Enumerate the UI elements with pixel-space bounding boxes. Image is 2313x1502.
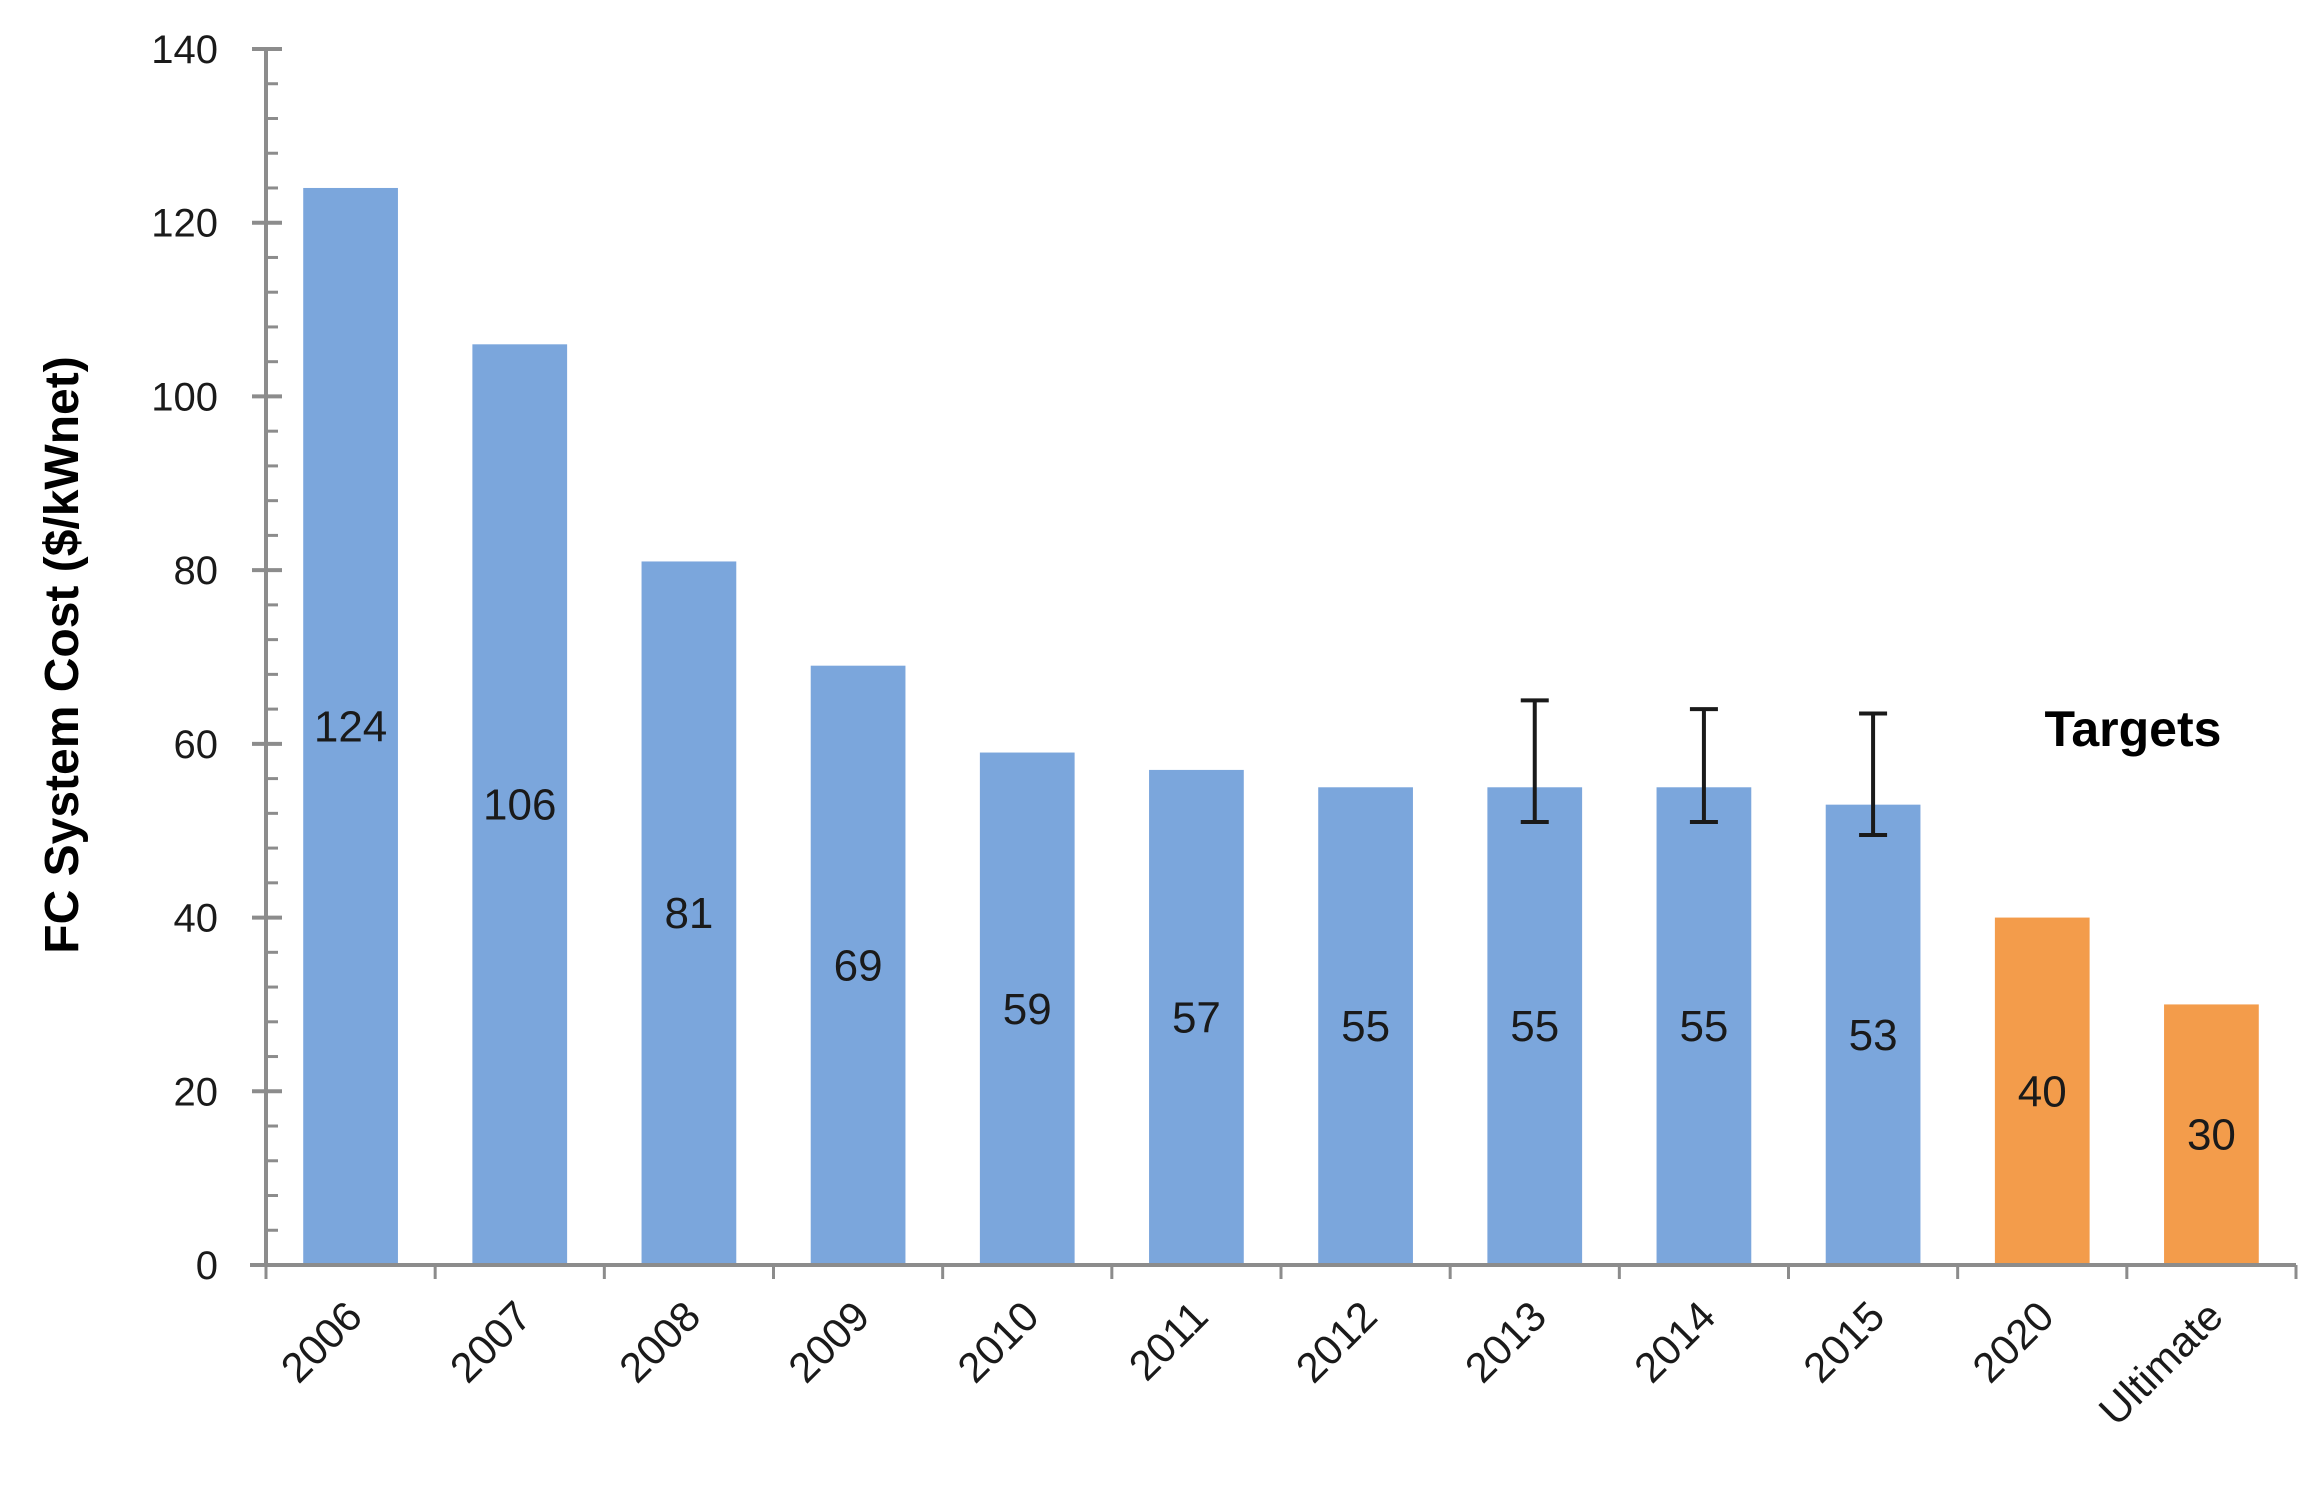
bar-2006 xyxy=(303,187,398,1265)
y-tick-label: 120 xyxy=(151,202,218,246)
bar-2013 xyxy=(1487,787,1583,1265)
bar-2015 xyxy=(1825,804,1921,1265)
bar-ultimate xyxy=(2164,1004,2259,1265)
data-label: 40 xyxy=(2018,1067,2067,1116)
x-tick-label: 2009 xyxy=(779,1292,878,1391)
error-bar-2015 xyxy=(1859,711,1888,838)
data-label: 59 xyxy=(1003,985,1052,1034)
x-tick-label: 2013 xyxy=(1456,1292,1555,1391)
bar-2012 xyxy=(1318,787,1413,1265)
error-bar-2013 xyxy=(1520,698,1549,825)
bar-2020 xyxy=(1994,917,2090,1265)
bar-2009 xyxy=(810,665,906,1265)
bar-2010 xyxy=(979,752,1075,1265)
y-tick-label: 80 xyxy=(174,549,219,593)
bar-2014 xyxy=(1656,787,1752,1265)
y-tick-label: 0 xyxy=(196,1244,218,1288)
y-tick-label: 140 xyxy=(151,28,218,72)
data-label: 124 xyxy=(314,702,387,751)
y-tick-label: 40 xyxy=(174,897,219,941)
x-tick-label: 2010 xyxy=(948,1292,1047,1391)
data-label: 55 xyxy=(1510,1002,1559,1051)
data-label: 30 xyxy=(2187,1111,2236,1160)
data-label: 57 xyxy=(1172,993,1221,1042)
bar-2011 xyxy=(1149,769,1244,1265)
x-tick-label: 2011 xyxy=(1120,1292,1217,1389)
x-tick-label: 2014 xyxy=(1625,1292,1724,1391)
y-tick-label: 100 xyxy=(151,375,218,419)
data-label: 53 xyxy=(1849,1011,1898,1060)
x-tick-label: 2006 xyxy=(272,1292,371,1391)
bar-2008 xyxy=(641,561,737,1265)
x-tick-label: 2012 xyxy=(1287,1292,1386,1391)
data-label: 55 xyxy=(1679,1002,1728,1051)
x-tick-label: Ultimate xyxy=(2090,1292,2232,1434)
error-bar-2014 xyxy=(1689,707,1718,825)
x-tick-label: 2008 xyxy=(610,1292,709,1391)
x-tick-label: 2007 xyxy=(441,1292,540,1391)
data-label: 106 xyxy=(483,781,556,830)
data-label: 69 xyxy=(834,941,883,990)
targets-annotation: Targets xyxy=(2045,701,2222,757)
x-tick-label: 2020 xyxy=(1963,1292,2062,1391)
data-label: 81 xyxy=(664,889,713,938)
y-tick-label: 20 xyxy=(174,1070,219,1114)
y-axis-title: FC System Cost ($/kWnet) xyxy=(36,356,89,953)
y-tick-label: 60 xyxy=(174,723,219,767)
bar-2007 xyxy=(472,344,568,1265)
data-label: 55 xyxy=(1341,1002,1390,1051)
x-tick-label: 2015 xyxy=(1794,1292,1893,1391)
